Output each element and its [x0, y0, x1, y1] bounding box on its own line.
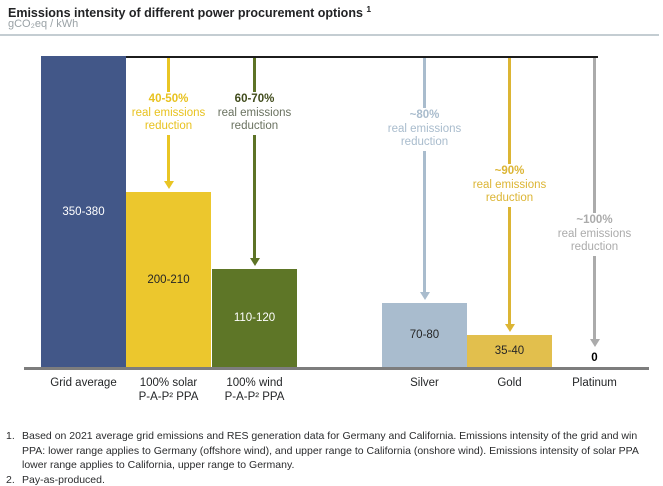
bar-silver: 70-80	[382, 303, 467, 367]
page-title: Emissions intensity of different power p…	[8, 4, 371, 20]
category-label-line: Silver	[410, 377, 439, 389]
category-label-line: Grid average	[50, 377, 117, 389]
footnote-marker: 1.	[6, 430, 15, 442]
grid-level-reference-line	[126, 56, 598, 58]
reduction-subtext: real emissions reduction	[557, 228, 632, 253]
bar-value-label: 110-120	[233, 312, 276, 324]
footnote-item: 1. Based on 2021 average grid emissions a…	[6, 429, 663, 473]
reduction-subtext: real emissions reduction	[472, 179, 547, 204]
reduction-percent-label: ~90%	[494, 165, 525, 177]
bar-value-label: 35-40	[494, 345, 525, 357]
bar-100-solar-p-a-p-ppa: 200-210	[126, 192, 211, 367]
footnotes: 1. Based on 2021 average grid emissions a…	[6, 429, 663, 486]
reduction-arrow-line	[593, 58, 596, 339]
reduction-percent-label: ~100%	[576, 214, 613, 226]
bar-100-wind-p-a-p-ppa: 110-120	[212, 269, 297, 367]
category-label: Gold	[459, 376, 560, 390]
reduction-arrow-head	[589, 339, 600, 347]
bar-value-label: 70-80	[409, 329, 440, 341]
reduction-subtext: real emissions reduction	[387, 123, 462, 148]
reduction-arrow-line	[423, 58, 426, 292]
reduction-annotation: 40-50% real emissions reduction	[130, 92, 207, 135]
unit-label: gCO₂eq / kWh	[8, 18, 79, 30]
category-label-line: P-A-P² PPA	[138, 391, 199, 403]
reduction-annotation: ~80% real emissions reduction	[386, 108, 463, 151]
footnote-line: lower range applies to California, upper…	[22, 459, 295, 471]
bar-value-label: 350-380	[62, 205, 105, 218]
footnote-line: Based on 2021 average grid emissions and…	[22, 430, 638, 442]
category-label-line: Gold	[497, 377, 522, 389]
category-label-line: P-A-P² PPA	[224, 391, 285, 403]
reduction-subtext: real emissions reduction	[131, 107, 206, 132]
reduction-subtext: real emissions reduction	[217, 107, 292, 132]
category-label-line: 100% solar	[139, 377, 198, 389]
reduction-arrow-line	[253, 58, 256, 258]
header-divider	[0, 34, 659, 36]
bar-grid-average: 350-380	[41, 56, 126, 367]
reduction-annotation: ~90% real emissions reduction	[471, 164, 548, 207]
footnote-marker: 2.	[6, 473, 15, 486]
page-title-text: Emissions intensity of different power p…	[8, 6, 363, 21]
category-label: 100% wind P-A-P² PPA	[204, 376, 305, 404]
reduction-arrow-head	[249, 258, 260, 266]
reduction-percent-label: ~80%	[409, 109, 440, 121]
reduction-arrow-head	[504, 324, 515, 332]
footnote-text: Pay-as-produced.	[22, 473, 663, 486]
footnote-line: Pay-as-produced.	[22, 473, 105, 486]
x-axis-baseline	[24, 367, 649, 370]
category-label: 100% solar P-A-P² PPA	[118, 376, 219, 404]
reduction-percent-label: 60-70%	[234, 93, 275, 105]
bar-gold: 35-40	[467, 335, 552, 367]
reduction-annotation: ~100% real emissions reduction	[556, 213, 633, 256]
category-label: Silver	[374, 376, 475, 390]
category-label: Grid average	[33, 376, 134, 390]
reduction-arrow-head	[419, 292, 430, 300]
footnote-line: PPA: lower range applies to Germany (off…	[22, 444, 639, 457]
category-label-line: 100% wind	[226, 377, 283, 389]
title-footnote-ref: 1	[366, 4, 372, 14]
reduction-annotation: 60-70% real emissions reduction	[216, 92, 293, 135]
category-label: Platinum	[544, 376, 645, 390]
reduction-arrow-head	[163, 181, 174, 189]
footnote-item: 2. Pay-as-produced.	[6, 473, 663, 486]
category-label-line: Platinum	[572, 377, 617, 389]
bar-value-label-zero: 0	[591, 352, 598, 364]
bar-value-label: 200-210	[147, 273, 190, 286]
reduction-percent-label: 40-50%	[148, 93, 189, 105]
footnote-text: Based on 2021 average grid emissions and…	[22, 429, 663, 473]
